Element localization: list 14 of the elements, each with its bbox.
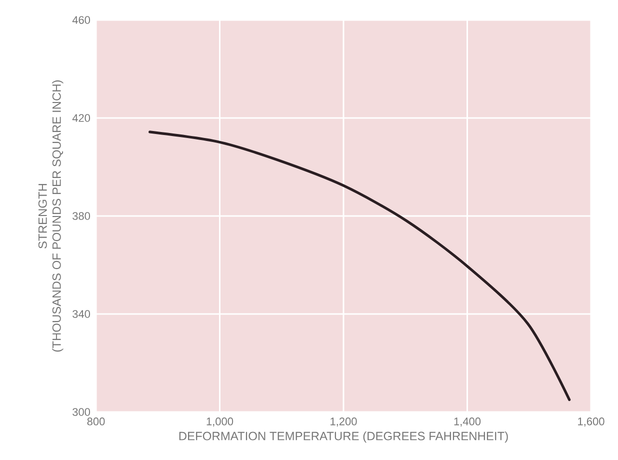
y-tick-label: 340: [72, 310, 90, 318]
y-tick-label: 300: [72, 408, 90, 416]
y-tick-label: 380: [72, 212, 90, 220]
text: (THOUSANDS OF POUNDS PER SQUARE INCH): [52, 80, 64, 352]
text: STRENGTH: [38, 184, 47, 248]
x-tick-label: 1,400: [454, 418, 481, 427]
x-axis-title: DEFORMATION TEMPERATURE (DEGREES FAHRENHEIT): [179, 431, 508, 443]
x-tick-label: 1,600: [578, 418, 604, 427]
x-tick-label: 800: [87, 418, 105, 426]
line-series: [148, 130, 571, 402]
x-tick-label: 1,200: [330, 418, 357, 427]
y-tick-label: 420: [72, 114, 90, 122]
y-tick-label: 460: [72, 16, 90, 24]
x-tick-label: 1,000: [206, 418, 234, 427]
